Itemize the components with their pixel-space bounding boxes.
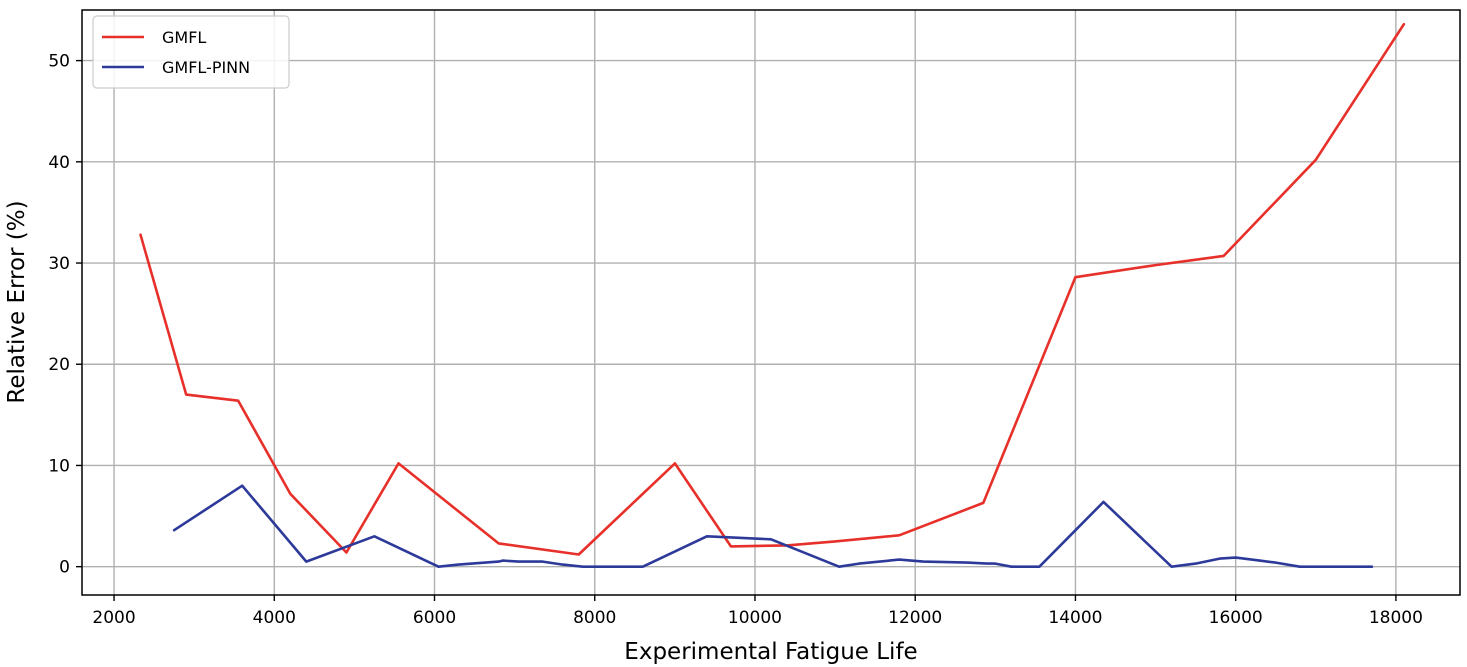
y-axis-title: Relative Error (%) (4, 200, 30, 403)
series-line-gmfl-pinn (172, 484, 1374, 569)
grid-lines (82, 10, 1460, 595)
series-line-gmfl (139, 22, 1406, 556)
legend: GMFL GMFL-PINN (92, 15, 290, 89)
y-tick-label: 40 (48, 153, 70, 173)
x-tick-label: 12000 (888, 608, 942, 628)
legend-label-gmfl-pinn: GMFL-PINN (162, 58, 250, 77)
series-lines (139, 22, 1406, 569)
y-tick-label: 20 (48, 355, 70, 375)
y-tick-label: 50 (48, 52, 70, 72)
x-tick-label: 16000 (1209, 608, 1263, 628)
y-tick-label: 10 (48, 456, 70, 476)
x-tick-label: 18000 (1369, 608, 1423, 628)
x-tick-label: 10000 (728, 608, 782, 628)
x-tick-label: 4000 (253, 608, 296, 628)
y-tick-label: 30 (48, 254, 70, 274)
legend-label-gmfl: GMFL (162, 28, 206, 47)
axis-ticks: 2000 4000 6000 8000 10000 12000 14000 16000 1800… (48, 52, 1423, 628)
x-tick-label: 8000 (573, 608, 616, 628)
x-tick-label: 6000 (413, 608, 456, 628)
x-tick-label: 14000 (1048, 608, 1102, 628)
x-axis-title: Experimental Fatigue Life (624, 639, 917, 665)
plot-area-frame (81, 9, 1461, 596)
y-tick-label: 0 (59, 558, 70, 578)
x-tick-label: 2000 (92, 608, 135, 628)
legend-box (92, 15, 290, 89)
